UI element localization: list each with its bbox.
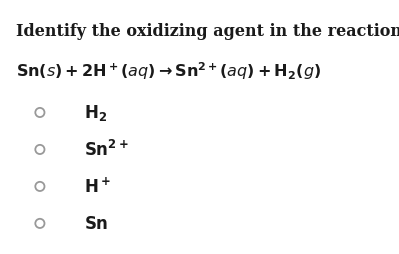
Text: $\mathbf{Sn(}\mathit{s}\mathbf{) + 2H^+(}\mathit{aq}\mathbf{) \rightarrow Sn^{2+: $\mathbf{Sn(}\mathit{s}\mathbf{) + 2H^+(… xyxy=(16,60,321,82)
Text: $\mathbf{Sn}$: $\mathbf{Sn}$ xyxy=(84,215,108,232)
Text: $\mathbf{H^+}$: $\mathbf{H^+}$ xyxy=(84,177,111,196)
Text: $\mathbf{Sn^{2+}}$: $\mathbf{Sn^{2+}}$ xyxy=(84,140,128,160)
Text: Identify the oxidizing agent in the reaction:: Identify the oxidizing agent in the reac… xyxy=(16,23,399,40)
Text: $\mathbf{H_2}$: $\mathbf{H_2}$ xyxy=(84,103,107,123)
